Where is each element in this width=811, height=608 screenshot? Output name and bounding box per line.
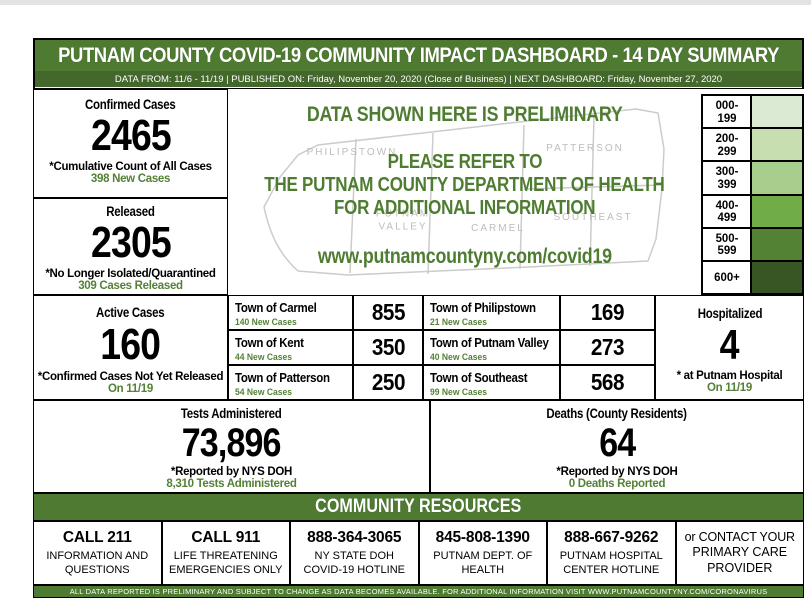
legend-swatch [751, 227, 803, 261]
town-name-cell: Town of Southeast 99 New Cases [423, 365, 560, 400]
legend-swatch [751, 95, 803, 129]
town-name-cell: Town of Kent 44 New Cases [228, 330, 353, 365]
contact-call-211: CALL 211 INFORMATION AND QUESTIONS [33, 521, 162, 585]
deaths-panel: Deaths (County Residents) 64 *Reported b… [430, 400, 804, 493]
panel-title: Tests Administered [181, 406, 282, 421]
page-title-bar: PUTNAM COUNTY COVID-19 COMMUNITY IMPACT … [35, 40, 802, 71]
map-label-patterson: PATTERSON [546, 142, 624, 154]
header-banner: PUTNAM COUNTY COVID-19 COMMUNITY IMPACT … [33, 38, 804, 89]
dashboard: PUTNAM COUNTY COVID-19 COMMUNITY IMPACT … [33, 38, 804, 598]
town-name-cell: Town of Putnam Valley 40 New Cases [423, 330, 560, 365]
town-count-cell: 350 [353, 330, 423, 365]
legend-swatch [751, 161, 803, 195]
map-label-carmel: CARMEL [471, 222, 525, 234]
released-panel: Released 2305 *No Longer Isolated/Quaran… [33, 198, 228, 295]
legend-swatch [751, 194, 803, 228]
legend-label: 600+ [702, 260, 751, 295]
panel-subnote: 398 New Cases [90, 173, 171, 185]
legend-label: 400-499 [702, 194, 751, 228]
map-label-philipstown: PHILIPSTOWN [306, 146, 398, 158]
legend-swatch [751, 260, 803, 295]
panel-title: Hospitalized [697, 306, 762, 321]
publish-meta: DATA FROM: 11/6 - 11/19 | PUBLISHED ON: … [114, 73, 723, 85]
legend-row: 500-599 [702, 227, 803, 261]
legend-label: 200-299 [702, 128, 751, 162]
community-resources-band: COMMUNITY RESOURCES [33, 493, 804, 521]
contact-putnam-health-dept: 845-808-1390 PUTNAM DEPT. OF HEALTH [418, 521, 547, 585]
panel-subnote: 309 Cases Released [78, 280, 183, 292]
panel-title: Released [106, 204, 155, 219]
town-name-cell: Town of Philipstown 21 New Cases [423, 295, 560, 330]
town-count-cell: 169 [560, 295, 655, 330]
disclaimer-bar: ALL DATA REPORTED IS PRELIMINARY AND SUB… [33, 585, 804, 598]
town-name-cell: Town of Carmel 140 New Cases [228, 295, 353, 330]
legend-label: 000-199 [702, 95, 751, 129]
panel-title: Deaths (County Residents) [546, 406, 688, 421]
panel-subnote: On 11/19 [707, 382, 752, 394]
legend-row: 300-399 [702, 161, 803, 195]
panel-note: *Reported by NYS DOH [556, 466, 678, 478]
legend-row: 200-299 [702, 128, 803, 162]
map-label-putnam-valley: PUTNAM VALLEY [375, 208, 431, 233]
legend-row: 600+ [702, 260, 803, 295]
panel-subnote: On 11/19 [108, 383, 153, 395]
case-range-legend: 000-199 200-299 300-399 400-499 500-599 … [701, 94, 804, 295]
notice-line-4: FOR ADDITIONAL INFORMATION [333, 197, 596, 219]
towns-table: Town of Carmel 140 New Cases 855 Town of… [228, 295, 655, 400]
panel-note: *Reported by NYS DOH [170, 466, 293, 478]
notice-line-3: THE PUTNAM COUNTY DEPARTMENT OF HEALTH [264, 174, 665, 196]
community-resources-title: COMMUNITY RESOURCES [315, 496, 522, 517]
panel-subnote: 0 Deaths Reported [568, 478, 666, 490]
legend-label: 300-399 [702, 161, 751, 195]
confirmed-cases-value: 2465 [90, 111, 172, 160]
covid-site-link[interactable]: www.putnamcountyny.com/covid19 [317, 245, 612, 268]
page-title: PUTNAM COUNTY COVID-19 COMMUNITY IMPACT … [58, 43, 779, 67]
deaths-value: 64 [598, 421, 636, 465]
confirmed-cases-panel: Confirmed Cases 2465 *Cumulative Count o… [33, 89, 228, 198]
panel-note: *Cumulative Count of All Cases [49, 161, 212, 173]
contact-putnam-hospital-hotline: 888-667-9262 PUTNAM HOSPITAL CENTER HOTL… [547, 521, 676, 585]
hospitalized-value: 4 [719, 321, 740, 368]
panel-note: *No Longer Isolated/Quarantined [45, 268, 216, 280]
town-count-cell: 250 [353, 365, 423, 400]
hospitalized-panel: Hospitalized 4 * at Putnam Hospital On 1… [655, 295, 804, 400]
panel-title: Confirmed Cases [85, 97, 176, 112]
town-count-cell: 273 [560, 330, 655, 365]
contact-call-911: CALL 911 LIFE THREATENING EMERGENCIES ON… [161, 521, 290, 585]
panel-note: *Confirmed Cases Not Yet Released [37, 371, 224, 383]
town-count-cell: 568 [560, 365, 655, 400]
panel-title: Active Cases [96, 305, 165, 320]
tests-value: 73,896 [182, 421, 282, 465]
active-cases-value: 160 [100, 320, 162, 369]
panel-subnote: 8,310 Tests Administered [166, 478, 297, 490]
notice-line-2: PLEASE REFER TO [387, 151, 542, 173]
tests-administered-panel: Tests Administered 73,896 *Reported by N… [33, 400, 430, 493]
town-count-cell: 855 [353, 295, 423, 330]
disclaimer-text: ALL DATA REPORTED IS PRELIMINARY AND SUB… [69, 587, 768, 596]
contact-nys-doh-hotline: 888-364-3065 NY STATE DOH COVID-19 HOTLI… [290, 521, 419, 585]
contact-primary-care: or CONTACT YOUR PRIMARY CARE PROVIDER [675, 521, 804, 585]
map-label-southeast: SOUTHEAST [553, 211, 633, 223]
town-name-cell: Town of Patterson 54 New Cases [228, 365, 353, 400]
contact-row: CALL 211 INFORMATION AND QUESTIONS CALL … [33, 521, 804, 585]
panel-note: * at Putnam Hospital [676, 370, 783, 382]
active-cases-panel: Active Cases 160 *Confirmed Cases Not Ye… [33, 295, 228, 400]
legend-row: 000-199 [702, 95, 803, 129]
county-map-area: PHILIPSTOWN PATTERSON PUTNAM VALLEY CARM… [228, 89, 701, 295]
preliminary-notice: DATA SHOWN HERE IS PRELIMINARY [306, 103, 623, 126]
legend-row: 400-499 [702, 194, 803, 228]
window-top-strip [0, 0, 811, 5]
publish-meta-bar: DATA FROM: 11/6 - 11/19 | PUBLISHED ON: … [35, 71, 802, 87]
county-map-outline [263, 108, 665, 276]
legend-label: 500-599 [702, 227, 751, 261]
legend-swatch [751, 128, 803, 162]
released-value: 2305 [90, 218, 172, 267]
